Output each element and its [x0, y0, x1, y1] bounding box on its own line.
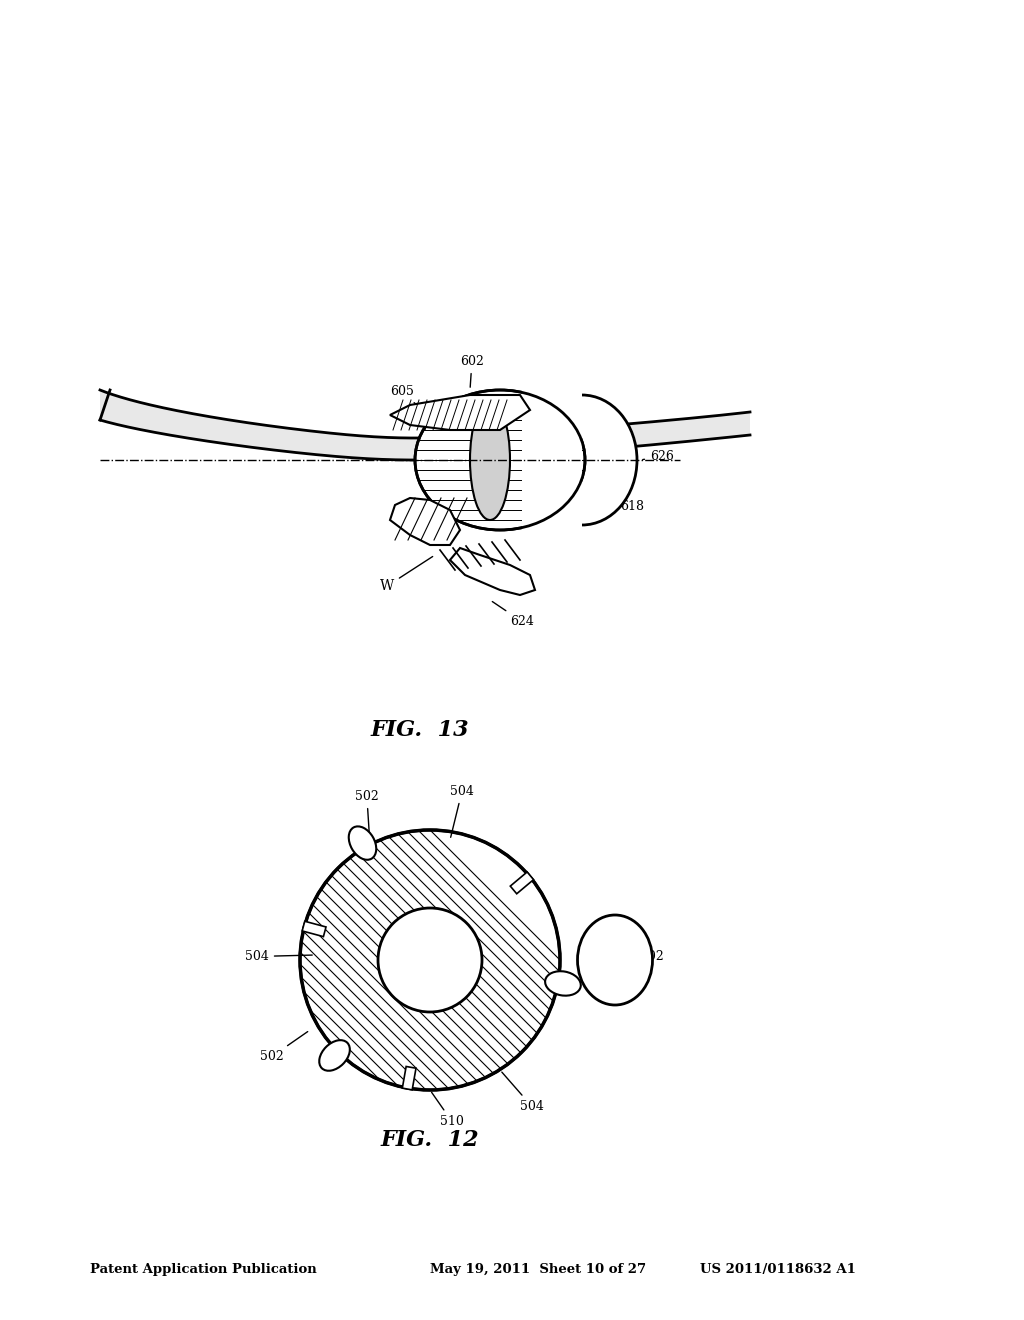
Text: 602: 602 — [460, 355, 484, 387]
Text: 504: 504 — [502, 1072, 544, 1113]
Text: FIG.  13: FIG. 13 — [371, 719, 469, 741]
Text: US 2011/0118632 A1: US 2011/0118632 A1 — [700, 1263, 856, 1276]
Circle shape — [378, 908, 482, 1012]
Text: 502: 502 — [640, 950, 664, 964]
Ellipse shape — [349, 826, 376, 859]
Text: 602: 602 — [467, 557, 514, 583]
Ellipse shape — [527, 395, 637, 525]
Text: May 19, 2011  Sheet 10 of 27: May 19, 2011 Sheet 10 of 27 — [430, 1263, 646, 1276]
Ellipse shape — [578, 915, 652, 1005]
Text: 618: 618 — [593, 491, 644, 513]
Polygon shape — [390, 498, 460, 545]
Polygon shape — [390, 395, 530, 430]
Text: Patent Application Publication: Patent Application Publication — [90, 1263, 316, 1276]
Text: 626: 626 — [643, 450, 674, 463]
Ellipse shape — [319, 1040, 350, 1071]
Bar — [302, 921, 326, 937]
Ellipse shape — [470, 400, 510, 520]
Text: W: W — [380, 557, 433, 593]
Circle shape — [300, 830, 560, 1090]
Text: FIG.  12: FIG. 12 — [381, 1129, 479, 1151]
Polygon shape — [450, 548, 535, 595]
Text: 510: 510 — [431, 1092, 464, 1129]
Text: 504: 504 — [450, 785, 474, 837]
Bar — [522, 389, 582, 531]
Bar — [510, 873, 534, 894]
Text: 605: 605 — [390, 385, 418, 407]
Bar — [402, 1067, 416, 1090]
Text: 624: 624 — [493, 602, 534, 628]
Text: 504: 504 — [245, 950, 312, 964]
Text: 502: 502 — [355, 789, 379, 842]
Text: 502: 502 — [260, 1032, 308, 1063]
Ellipse shape — [415, 389, 585, 531]
Polygon shape — [100, 389, 750, 459]
Ellipse shape — [545, 972, 581, 995]
